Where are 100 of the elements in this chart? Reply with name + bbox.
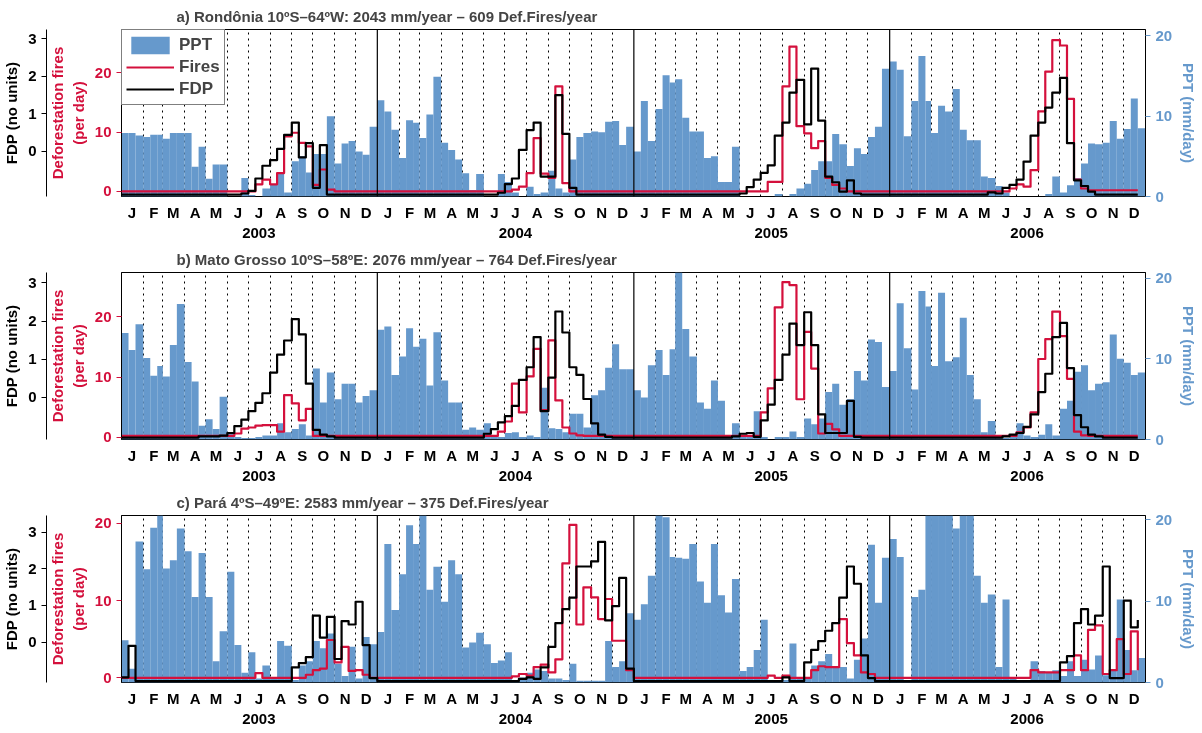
x-tick-label: O [574, 446, 587, 464]
x-tick-label: D [617, 203, 629, 221]
legend-label: FDP [179, 79, 213, 99]
x-tick-label: J [746, 689, 755, 707]
x-tick-label: J 2006 [1010, 689, 1044, 727]
x-tick-label: F [917, 446, 927, 464]
x-tick-label: A [702, 446, 714, 464]
y-tick-label: 0 [103, 428, 112, 446]
x-tick-label: D [873, 689, 885, 707]
x-tick-label: J 2003 [242, 446, 276, 484]
x-tick-label: J [233, 446, 243, 464]
x-tick-label: J [233, 689, 243, 707]
x-tick-label: O [574, 203, 587, 221]
chart-title: c) Pará 4ºS–49ºE: 2583 mm/year – 375 Def.Fires/year [176, 493, 549, 511]
x-tick-label: J 2004 [498, 689, 533, 727]
x-tick-label: M [423, 203, 437, 221]
y2-axis-title: PPT (mm/day) [1180, 305, 1198, 407]
x-tick-label: O [317, 689, 330, 707]
x-tick-label: J [383, 446, 393, 464]
x-tick-label: A [446, 446, 458, 464]
x-tick-label: J [490, 203, 499, 221]
x-tick-label: M [722, 689, 735, 707]
x-tick-label: N [1107, 203, 1119, 221]
x-tick-label: J 2006 [1010, 446, 1044, 484]
x-tick-label: A [1043, 446, 1055, 464]
x-tick-label: J [1001, 446, 1011, 464]
y-tick-label: 10 [94, 591, 112, 609]
x-tick-label: S [809, 689, 820, 707]
x-tick-label: D [1128, 689, 1140, 707]
y2-tick-label: 20 [1155, 269, 1173, 287]
y3-tick-label: 1 [28, 596, 37, 614]
x-tick-label: M [722, 203, 735, 221]
x-tick-label: A [189, 203, 201, 221]
x-tick-label: F [404, 203, 415, 221]
x-tick-label: J [1001, 203, 1011, 221]
y2-tick-label: 10 [1155, 592, 1173, 610]
y-axis-title: Deforestation fires (per day) [49, 532, 87, 666]
x-tick-label: D [873, 446, 885, 464]
x-tick-label: N [1107, 689, 1119, 707]
y3-tick-label: 2 [28, 559, 37, 577]
x-tick-label: S [809, 203, 820, 221]
x-tick-label: M [679, 203, 692, 221]
y3-axis-title: FDP (no units) [3, 305, 21, 408]
x-tick-label: D [360, 446, 372, 464]
x-tick-label: O [829, 446, 842, 464]
y3-tick-label: 0 [28, 388, 37, 406]
x-tick-label: S [809, 446, 820, 464]
x-tick-label: M [209, 203, 223, 221]
x-tick-label: D [360, 203, 372, 221]
x-tick-label: J 2004 [498, 203, 533, 241]
x-tick-label: A [957, 203, 969, 221]
x-tick-label: D [873, 203, 885, 221]
x-tick-label: J [127, 689, 137, 707]
x-tick-label: N [339, 203, 351, 221]
x-tick-label: M [679, 446, 692, 464]
y3-axis-title: FDP (no units) [3, 62, 21, 165]
x-tick-label: O [1085, 203, 1098, 221]
y2-tick-label: 10 [1155, 107, 1173, 125]
x-tick-label: N [852, 446, 863, 464]
y-tick-label: 20 [94, 307, 112, 325]
x-tick-label: A [531, 446, 543, 464]
x-tick-label: J [896, 446, 905, 464]
x-tick-label: A [275, 446, 287, 464]
x-tick-label: A [446, 689, 458, 707]
x-tick-label: M [978, 446, 991, 464]
legend-label: PPT [179, 35, 213, 55]
x-tick-label: J [896, 203, 905, 221]
x-tick-label: O [1085, 689, 1098, 707]
chart-title: b) Mato Grosso 10ºS–58ºE: 2076 mm/year – 764 Def.Fires/year [176, 250, 618, 268]
x-tick-label: S [553, 689, 564, 707]
x-tick-label: S [553, 203, 564, 221]
x-tick-label: N [852, 203, 863, 221]
y-tick-label: 20 [94, 63, 112, 81]
x-tick-label: J [127, 446, 137, 464]
y-axis-title: Deforestation fires (per day) [49, 46, 87, 180]
x-tick-label: A [957, 446, 969, 464]
x-tick-label: J [233, 203, 243, 221]
x-tick-label: M [978, 203, 991, 221]
x-tick-label: O [317, 203, 330, 221]
x-tick-label: J [383, 689, 393, 707]
x-tick-label: A [531, 203, 543, 221]
x-tick-label: O [829, 203, 842, 221]
x-tick-label: M [978, 689, 991, 707]
x-tick-label: M [722, 446, 735, 464]
y3-tick-label: 1 [28, 350, 37, 368]
x-tick-label: M [167, 689, 180, 707]
x-tick-label: J 2005 [754, 446, 788, 484]
x-tick-label: J [896, 689, 905, 707]
y3-tick-label: 1 [28, 104, 37, 122]
y3-axis-title: FDP (no units) [3, 548, 21, 651]
x-tick-label: F [404, 689, 415, 707]
y-tick-label: 0 [103, 668, 112, 686]
x-tick-label: A [1043, 203, 1055, 221]
x-tick-label: J [490, 446, 499, 464]
x-tick-label: N [596, 446, 608, 464]
x-tick-label: M [209, 689, 223, 707]
chart-title: a) Rondônia 10ºS–64ºW: 2043 mm/year – 609 Def.Fires/year [176, 7, 598, 25]
x-tick-label: A [787, 689, 799, 707]
x-tick-label: J [490, 689, 499, 707]
x-tick-label: M [167, 446, 180, 464]
